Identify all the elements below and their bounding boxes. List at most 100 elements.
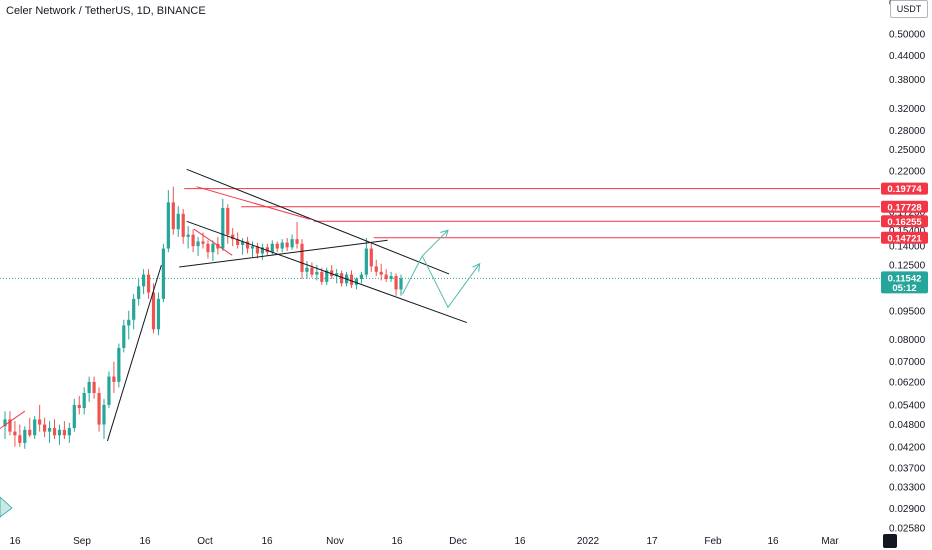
price-badge-text: 0.17728 xyxy=(887,202,921,213)
candle-body xyxy=(82,392,86,409)
candle-body xyxy=(335,273,339,277)
candle-body xyxy=(349,274,354,285)
candle-body xyxy=(211,243,215,253)
candle-body xyxy=(67,428,71,436)
candle-body xyxy=(221,208,225,249)
candle-body xyxy=(23,429,27,443)
candle-body xyxy=(132,298,136,320)
candle-body xyxy=(87,381,91,393)
candle-body xyxy=(236,239,240,245)
price-badge xyxy=(881,215,928,228)
candle-body xyxy=(186,234,190,237)
candle-body xyxy=(270,243,274,253)
candle-body xyxy=(255,246,260,254)
trendline-flag-upper xyxy=(196,186,311,220)
candle-body xyxy=(290,239,294,248)
price-axis-label: 0.04800 xyxy=(889,420,926,431)
candle-body xyxy=(280,242,284,249)
candle-body xyxy=(166,202,170,249)
time-axis-label: 16 xyxy=(391,536,403,547)
candle-body xyxy=(38,419,42,425)
price-axis-label: 0.02900 xyxy=(889,504,926,515)
candle-body xyxy=(295,239,299,244)
candle-body xyxy=(107,376,111,405)
price-badge-text: 0.14721 xyxy=(887,233,922,244)
countdown-text: 05:12 xyxy=(892,283,916,294)
candle-body xyxy=(241,241,245,245)
time-axis-label: Dec xyxy=(449,536,467,547)
price-axis-label: 0.09500 xyxy=(889,306,926,317)
candle-body xyxy=(379,271,383,275)
candle-body xyxy=(394,276,398,290)
candle-body xyxy=(206,243,210,253)
price-axis-label: 0.07000 xyxy=(889,357,926,368)
candle-body xyxy=(364,248,368,275)
candle-body xyxy=(265,247,269,253)
trendline-channel-upper xyxy=(186,168,450,275)
price-axis-label: 0.03300 xyxy=(889,482,926,493)
price-badge xyxy=(881,231,928,244)
time-axis-label: Oct xyxy=(197,536,213,547)
candle-body xyxy=(97,392,101,425)
trendline-flag-lower xyxy=(193,228,233,256)
price-axis-label: 0.08000 xyxy=(889,335,926,346)
candle-body xyxy=(359,274,363,279)
price-axis-label: 0.14000 xyxy=(889,242,926,253)
candle-body xyxy=(374,266,378,272)
candle-body xyxy=(117,347,121,382)
candle-body xyxy=(72,404,76,429)
candle-body xyxy=(102,404,106,425)
time-axis-label: Feb xyxy=(704,536,722,547)
price-axis-label: 0.25000 xyxy=(889,145,926,156)
candle-body xyxy=(47,428,52,432)
candle-body xyxy=(389,276,393,279)
horizontal-levels xyxy=(184,188,880,239)
price-axis-label: 0.12500 xyxy=(889,261,926,272)
price-axis-label: 0.50000 xyxy=(889,30,926,41)
candle-body xyxy=(181,213,185,237)
candle-body xyxy=(161,248,165,299)
candle-body xyxy=(340,273,344,284)
candle-body xyxy=(226,208,230,235)
time-axis-label: 17 xyxy=(646,536,658,547)
tradingview-logo-icon xyxy=(883,534,897,548)
candle-body xyxy=(92,381,96,393)
trendline-rally xyxy=(106,264,162,442)
price-axis-label: 0.28000 xyxy=(889,126,926,137)
candle-body xyxy=(127,319,131,326)
currency-selector[interactable]: USDT xyxy=(890,0,928,18)
time-axis-label: 16 xyxy=(514,536,526,547)
candle-body xyxy=(43,424,47,432)
candle-body xyxy=(216,243,220,249)
candle-body xyxy=(399,278,403,290)
candle-body xyxy=(62,429,66,436)
price-axis-label: 0.04200 xyxy=(889,442,926,453)
candle-body xyxy=(122,325,126,348)
candle-body xyxy=(384,274,388,279)
candles xyxy=(3,186,403,449)
candle-body xyxy=(310,267,314,275)
candle-body xyxy=(57,429,62,436)
candle-body xyxy=(325,270,329,282)
trendline-rally-red xyxy=(0,410,26,430)
pattern-shape xyxy=(0,496,13,518)
price-axis-label: 0.03700 xyxy=(889,463,926,474)
projection-arrowhead xyxy=(440,229,449,239)
time-axis-label: 16 xyxy=(9,536,21,547)
price-axis-label: 0.17200 xyxy=(889,207,926,218)
candle-body xyxy=(196,241,200,247)
candle-body xyxy=(13,431,17,436)
current-price-text: 0.11542 xyxy=(888,273,922,284)
candle-body xyxy=(305,267,309,272)
candle-body xyxy=(315,271,319,275)
candle-body xyxy=(3,419,7,427)
current-price-badge xyxy=(881,271,928,294)
price-axis-label: 0.15400 xyxy=(889,226,926,237)
time-axis-label: Mar xyxy=(821,536,839,547)
candle-body xyxy=(260,247,264,254)
chart-title: Celer Network / TetherUS, 1D, BINANCE xyxy=(6,5,206,17)
candle-body xyxy=(320,271,324,282)
price-axis-label: 0.32000 xyxy=(889,104,926,115)
